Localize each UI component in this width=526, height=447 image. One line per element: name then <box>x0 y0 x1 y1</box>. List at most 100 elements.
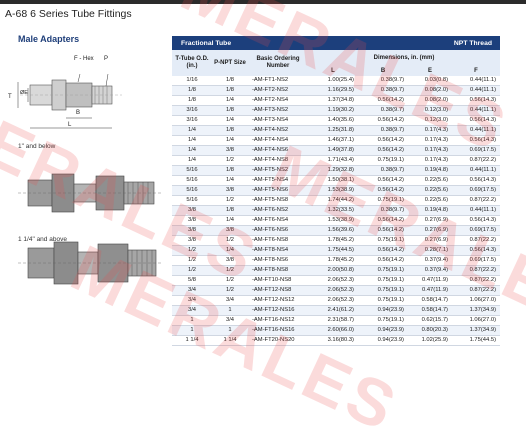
cell-ordering-number: -AM-FT16-NS16 <box>248 325 308 336</box>
col-header-b: B <box>358 66 408 76</box>
cell-b: 0.38(9.7) <box>358 165 408 176</box>
cell-tube-od: 1 1/4 <box>172 335 212 346</box>
table-dimension-subheaders: L B E F <box>172 66 501 76</box>
cell-tube-od: 5/16 <box>172 185 212 196</box>
cell-e: 0.58(14.7) <box>408 295 452 306</box>
cell-npt-size: 1/8 <box>212 205 248 216</box>
cell-npt-size: 1/8 <box>212 76 248 86</box>
cell-tube-od: 1/2 <box>172 255 212 266</box>
cell-npt-size: 1/2 <box>212 195 248 206</box>
cell-e: 0.12(3.0) <box>408 115 452 126</box>
cell-b: 0.94(23.9) <box>358 335 408 346</box>
cell-l: 1.40(35.6) <box>308 115 358 126</box>
cell-f: 0.44(11.1) <box>452 76 501 86</box>
col-header-f: F <box>452 66 501 76</box>
cell-f: 0.87(22.2) <box>452 275 501 286</box>
cell-npt-size: 1/4 <box>212 245 248 256</box>
cell-e: 0.19(4.8) <box>408 205 452 216</box>
cell-npt-size: 3/8 <box>212 145 248 156</box>
cell-tube-od: 3/8 <box>172 215 212 226</box>
cell-b: 0.56(14.2) <box>358 175 408 186</box>
cell-l: 1.00(25.4) <box>308 76 358 86</box>
cell-ordering-number: -AM-FT8-NS6 <box>248 255 308 266</box>
table-row: 1/4 1/2 -AM-FT4-NS8 1.71(43.4) 0.75(19.1) 0.1… <box>172 155 501 166</box>
cell-npt-size: 1 1/4 <box>212 335 248 346</box>
cell-b: 0.94(23.9) <box>358 305 408 316</box>
cell-e: 0.19(4.8) <box>408 165 452 176</box>
cell-tube-od: 3/4 <box>172 285 212 296</box>
table-row: 1 3/4 -AM-FT16-NS12 2.31(58.7) 0.75(19.1) 0.6… <box>172 315 501 326</box>
cell-e: 0.08(2.0) <box>408 85 452 96</box>
cell-l: 1.29(32.8) <box>308 165 358 176</box>
cell-b: 0.56(14.2) <box>358 185 408 196</box>
cell-npt-size: 1/8 <box>212 85 248 96</box>
col-header-npt-size: P-NPT Size <box>212 50 248 76</box>
fitting-illustration-small <box>18 173 163 213</box>
cell-ordering-number: -AM-FT6-NS6 <box>248 225 308 236</box>
dimension-label-t: T <box>8 94 12 100</box>
cell-ordering-number: -AM-FT8-NS8 <box>248 265 308 276</box>
cell-npt-size: 3/8 <box>212 225 248 236</box>
cell-e: 0.37(9.4) <box>408 265 452 276</box>
cell-e: 0.47(11.9) <box>408 275 452 286</box>
cell-f: 0.56(14.3) <box>452 175 501 186</box>
table-row: 3/4 1 -AM-FT12-NS16 2.41(61.2) 0.94(23.9) 0.5… <box>172 305 501 316</box>
cell-f: 0.44(11.1) <box>452 105 501 116</box>
dimension-label-l: L <box>68 122 72 128</box>
table-row: 1/2 1/4 -AM-FT8-NS4 1.75(44.5) 0.56(14.2) 0.2… <box>172 245 501 256</box>
cell-npt-size: 1 <box>212 325 248 336</box>
cell-f: 1.06(27.0) <box>452 315 501 326</box>
table-row: 3/16 1/8 -AM-FT3-NS2 1.19(30.2) 0.38(9.7) 0.1… <box>172 105 501 116</box>
cell-ordering-number: -AM-FT12-NS16 <box>248 305 308 316</box>
cell-tube-od: 1/2 <box>172 265 212 276</box>
cell-e: 0.12(3.0) <box>408 105 452 116</box>
caption-1in-and-below: 1" and below <box>18 143 56 150</box>
cell-l: 1.71(43.4) <box>308 155 358 166</box>
cell-l: 2.41(61.2) <box>308 305 358 316</box>
cell-l: 1.53(38.9) <box>308 185 358 196</box>
section-title: Male Adapters <box>18 34 80 44</box>
cell-ordering-number: -AM-FT4-NS2 <box>248 125 308 136</box>
page-title: A-68 6 Series Tube Fittings <box>5 8 132 20</box>
cell-l: 1.32(33.5) <box>308 205 358 216</box>
cell-npt-size: 1/8 <box>212 165 248 176</box>
cell-tube-od: 5/8 <box>172 275 212 286</box>
cell-npt-size: 1/8 <box>212 125 248 136</box>
cell-tube-od: 3/16 <box>172 105 212 116</box>
cell-f: 1.37(34.9) <box>452 325 501 336</box>
table-row: 3/8 1/2 -AM-FT6-NS8 1.78(45.2) 0.75(19.1) 0.2… <box>172 235 501 246</box>
cell-tube-od: 1/8 <box>172 95 212 106</box>
cell-npt-size: 1/2 <box>212 155 248 166</box>
cell-e: 1.02(25.9) <box>408 335 452 346</box>
cell-f: 0.69(17.5) <box>452 255 501 266</box>
cell-e: 0.17(4.3) <box>408 125 452 136</box>
cell-ordering-number: -AM-FT3-NS4 <box>248 115 308 126</box>
cell-e: 0.22(5.6) <box>408 175 452 186</box>
cell-l: 1.49(37.8) <box>308 145 358 156</box>
cell-npt-size: 1/4 <box>212 95 248 106</box>
cell-b: 0.56(14.2) <box>358 115 408 126</box>
top-bar <box>0 0 526 4</box>
cell-l: 2.06(52.3) <box>308 285 358 296</box>
cell-l: 1.25(31.8) <box>308 125 358 136</box>
cell-ordering-number: -AM-FT3-NS2 <box>248 105 308 116</box>
cell-ordering-number: -AM-FT5-NS4 <box>248 175 308 186</box>
cell-f: 1.75(44.5) <box>452 335 501 346</box>
cell-b: 0.75(19.1) <box>358 265 408 276</box>
table-row: 3/16 1/4 -AM-FT3-NS4 1.40(35.6) 0.56(14.2) 0.… <box>172 115 501 126</box>
fitting-illustration-large <box>18 241 163 285</box>
cell-ordering-number: -AM-FT20-NS20 <box>248 335 308 346</box>
band-right-label: NPT Thread <box>308 36 501 50</box>
table-row: 3/4 3/4 -AM-FT12-NS12 2.06(52.3) 0.75(19.1) 0… <box>172 295 501 306</box>
cell-b: 0.75(19.1) <box>358 275 408 286</box>
cell-l: 1.16(29.5) <box>308 85 358 96</box>
dimension-label-p: P <box>104 56 109 62</box>
cell-l: 1.46(37.1) <box>308 135 358 146</box>
cell-b: 0.38(9.7) <box>358 205 408 216</box>
cell-e: 0.58(14.7) <box>408 305 452 316</box>
cell-l: 3.16(80.3) <box>308 335 358 346</box>
cell-tube-od: 1/8 <box>172 85 212 96</box>
cell-f: 0.44(11.1) <box>452 85 501 96</box>
cell-ordering-number: -AM-FT2-NS4 <box>248 95 308 106</box>
cell-f: 0.44(11.1) <box>452 205 501 216</box>
